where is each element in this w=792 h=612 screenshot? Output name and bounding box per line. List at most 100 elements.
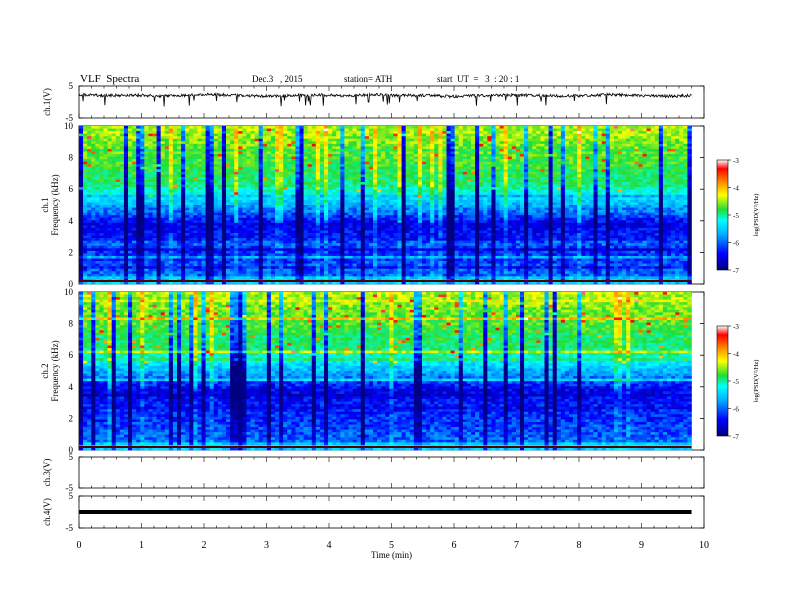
spectrogram-cell: [177, 184, 182, 188]
spectrogram-cell: [679, 138, 684, 142]
spectrogram-cell: [189, 187, 194, 191]
spectrogram-cell: [279, 156, 284, 160]
spectrogram-cell: [589, 154, 594, 157]
spectrogram-cell: [315, 156, 321, 160]
spectrogram-cell: [687, 154, 692, 157]
spectrogram-cell: [573, 148, 578, 152]
spectrogram-cell: [422, 184, 427, 188]
spectrogram-cell: [201, 141, 206, 145]
spectrogram-cell: [328, 159, 333, 162]
spectrogram-cell: [503, 171, 509, 175]
spectrogram-cell: [328, 179, 333, 183]
spectrogram-cell: [442, 174, 447, 178]
spectrogram-cell: [654, 126, 660, 129]
spectrogram-cell: [675, 151, 680, 155]
spectrogram-cell: [581, 176, 586, 180]
spectrogram-cell: [577, 126, 582, 129]
spectrogram-cell: [654, 141, 660, 145]
spectrogram-cell: [605, 182, 611, 185]
spectrogram-cell: [593, 156, 598, 160]
spectrogram-cell: [520, 166, 525, 170]
spectrogram-cell: [446, 174, 451, 178]
spectrogram-cell: [156, 146, 161, 150]
spectrogram-cell: [156, 164, 161, 168]
spectrogram-cell: [91, 146, 96, 150]
spectrogram-cell: [515, 143, 521, 147]
spectrogram-cell: [95, 148, 100, 152]
spectrogram-cell: [438, 128, 443, 132]
spectrogram-cell: [532, 164, 537, 168]
spectrogram-cell: [687, 141, 692, 145]
spectrogram-cell: [270, 192, 276, 196]
spectrogram-cell: [552, 189, 558, 193]
spectrogram-cell: [164, 131, 170, 134]
spectrogram-cell: [148, 192, 153, 196]
spectrogram-cell: [417, 171, 423, 175]
spectrogram-cell: [601, 128, 607, 132]
spectrogram-cell: [626, 189, 631, 193]
spectrogram-cell: [246, 169, 251, 173]
spectrogram-cell: [511, 182, 517, 185]
spectrogram-cell: [373, 187, 378, 191]
spectrogram-cell: [234, 141, 239, 145]
spectrogram-cell: [291, 189, 296, 193]
spectrogram-cell: [299, 128, 304, 132]
spectrogram-cell: [340, 148, 345, 152]
spectrogram-cell: [262, 156, 268, 160]
spectrogram-cell: [540, 136, 545, 140]
spectrogram-cell: [687, 187, 692, 191]
spectrogram-cell: [687, 179, 692, 183]
spectrogram-cell: [221, 176, 227, 180]
spectrogram-cell: [622, 154, 627, 157]
spectrogram-cell: [148, 138, 153, 142]
spectrogram-cell: [532, 176, 537, 180]
spectrogram-cell: [556, 164, 562, 168]
spectrogram-cell: [205, 126, 210, 129]
spectrogram-cell: [564, 197, 570, 201]
spectrogram-cell: [328, 182, 333, 185]
spectrogram-cell: [136, 156, 141, 160]
spectrogram-cell: [270, 148, 276, 152]
spectrogram-cell: [589, 189, 594, 193]
spectrogram-cell: [270, 156, 276, 160]
spectrogram-cell: [532, 146, 537, 150]
spectrogram-cell: [283, 159, 288, 162]
spectrogram-cell: [246, 164, 251, 168]
spectrogram-cell: [442, 197, 447, 201]
spectrogram-cell: [348, 197, 353, 201]
spectrogram-cell: [585, 176, 590, 180]
spectrogram-cell: [679, 192, 684, 196]
spectrogram-cell: [164, 156, 170, 160]
spectrogram-cell: [426, 128, 431, 132]
spectrogram-cell: [136, 166, 141, 170]
spectrogram-cell: [405, 184, 411, 188]
spectrogram-cell: [552, 176, 558, 180]
spectrogram-cell: [107, 184, 112, 188]
spectrogram-cell: [507, 131, 513, 134]
spectrogram-cell: [238, 184, 243, 188]
spectrogram-cell: [181, 156, 186, 160]
spectrogram-cell: [560, 189, 566, 193]
spectrogram-cell: [499, 174, 504, 178]
spectrogram-cell: [491, 189, 496, 193]
spectrogram-cell: [622, 136, 627, 140]
spectrogram-cell: [524, 164, 529, 168]
spectrogram-cell: [638, 182, 643, 185]
spectrogram-cell: [483, 154, 488, 157]
spectrogram-cell: [401, 161, 406, 165]
spectrogram-cell: [266, 171, 272, 175]
spectrogram-cell: [95, 187, 100, 191]
spectrogram-cell: [295, 141, 300, 145]
spectrogram-cell: [123, 151, 129, 155]
spectrogram-cell: [234, 126, 239, 129]
spectrogram-cell: [107, 156, 112, 160]
spectrogram-cell: [95, 171, 100, 175]
spectrogram-cell: [515, 161, 521, 165]
spectrogram-cell: [397, 131, 402, 134]
spectrogram-cell: [250, 126, 255, 129]
spectrogram-cell: [193, 176, 198, 180]
spectrogram-cell: [507, 184, 513, 188]
spectrogram-cell: [123, 141, 129, 145]
spectrogram-cell: [675, 182, 680, 185]
spectrogram-cell: [287, 136, 292, 140]
